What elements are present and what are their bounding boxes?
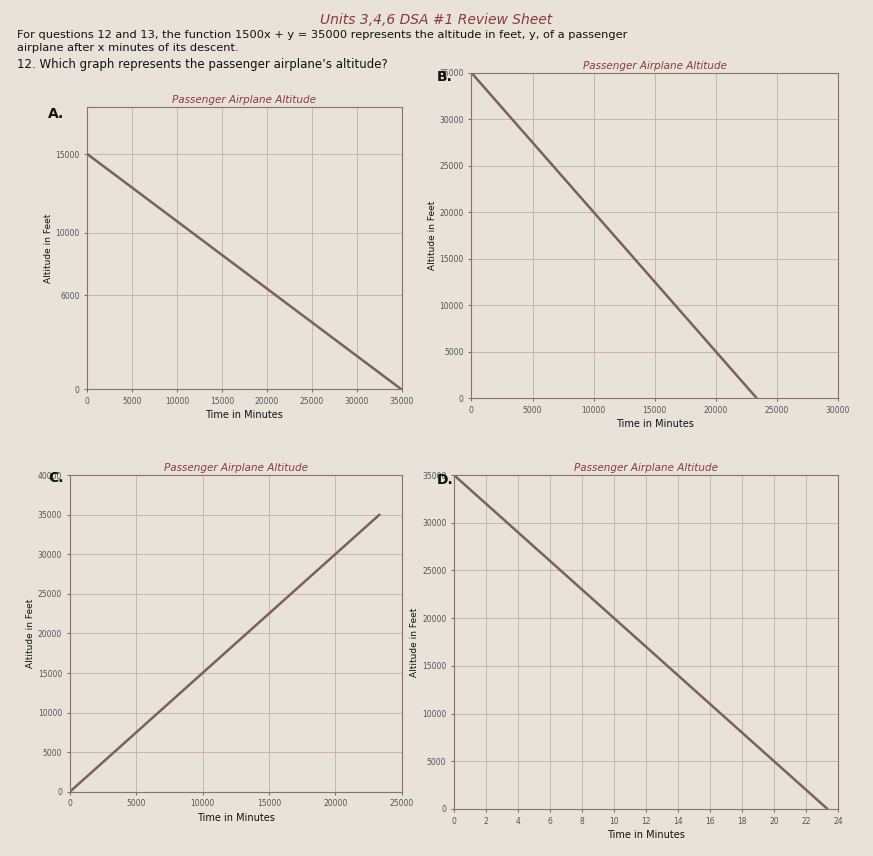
- Title: Passenger Airplane Altitude: Passenger Airplane Altitude: [173, 95, 316, 104]
- Text: Units 3,4,6 DSA #1 Review Sheet: Units 3,4,6 DSA #1 Review Sheet: [320, 13, 553, 27]
- Y-axis label: Altitude in Feet: Altitude in Feet: [44, 213, 52, 283]
- X-axis label: Time in Minutes: Time in Minutes: [615, 419, 694, 429]
- Text: 12. Which graph represents the passenger airplane’s altitude?: 12. Which graph represents the passenger…: [17, 58, 388, 71]
- Text: For questions 12 and 13, the function 1500x + y = 35000 represents the altitude : For questions 12 and 13, the function 15…: [17, 30, 628, 40]
- Text: airplane after x minutes of its descent.: airplane after x minutes of its descent.: [17, 43, 239, 53]
- Y-axis label: Altitude in Feet: Altitude in Feet: [26, 598, 35, 669]
- X-axis label: Time in Minutes: Time in Minutes: [196, 812, 275, 823]
- Text: A.: A.: [48, 107, 65, 121]
- Text: C.: C.: [48, 471, 64, 484]
- Text: D.: D.: [436, 473, 453, 487]
- Y-axis label: Altitude in Feet: Altitude in Feet: [410, 607, 419, 677]
- Text: B.: B.: [436, 70, 452, 84]
- Y-axis label: Altitude in Feet: Altitude in Feet: [428, 200, 436, 270]
- Title: Passenger Airplane Altitude: Passenger Airplane Altitude: [583, 61, 726, 70]
- X-axis label: Time in Minutes: Time in Minutes: [607, 829, 685, 840]
- X-axis label: Time in Minutes: Time in Minutes: [205, 410, 284, 420]
- Title: Passenger Airplane Altitude: Passenger Airplane Altitude: [574, 463, 718, 473]
- Title: Passenger Airplane Altitude: Passenger Airplane Altitude: [164, 463, 307, 473]
